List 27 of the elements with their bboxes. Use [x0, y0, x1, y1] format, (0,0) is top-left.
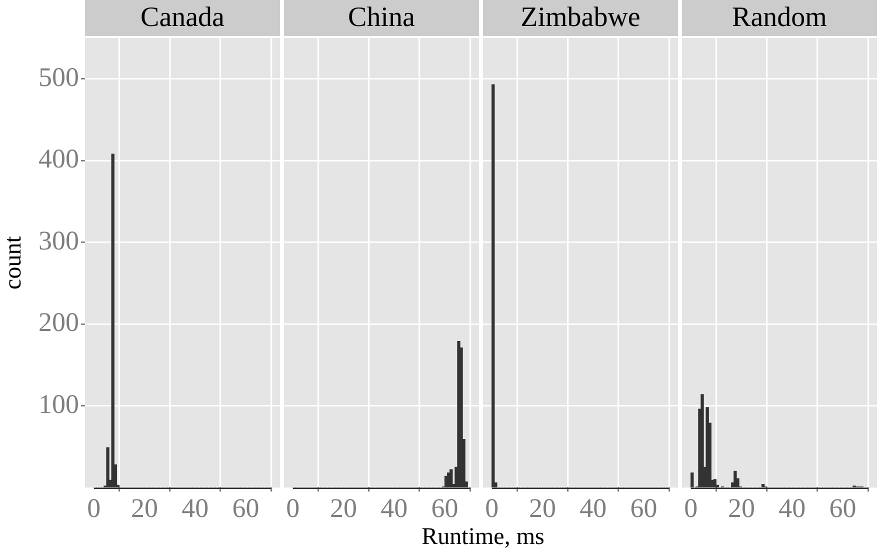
x-tick-label: 20 [131, 492, 158, 523]
x-tick-label: 0 [87, 492, 101, 523]
chart-title: Canada [85, 0, 280, 36]
x-tick-label: 40 [380, 492, 408, 523]
y-tick-label: 300 [38, 225, 79, 256]
x-tick-label: 20 [529, 492, 556, 523]
x-tick-label: 0 [684, 492, 698, 523]
y-tick-label: 500 [38, 62, 79, 92]
x-tick-label: 40 [182, 492, 209, 523]
chart-title: Random [682, 0, 877, 36]
y-axis-title: count [0, 236, 27, 290]
chart-title: Zimbabwe [483, 0, 678, 36]
y-tick-label: 100 [38, 388, 79, 419]
x-tick-label: 40 [778, 492, 806, 523]
x-tick-label: 20 [330, 492, 358, 523]
x-tick-label: 60 [829, 492, 856, 523]
x-tick-label: 60 [232, 492, 260, 523]
x-tick-label: 60 [431, 492, 458, 523]
y-tick-label: 200 [38, 307, 79, 338]
y-tick-label: 400 [38, 144, 79, 174]
x-tick-label: 60 [630, 492, 658, 523]
x-axis-title: Runtime, ms [420, 524, 546, 551]
x-tick-label: 0 [286, 492, 300, 523]
chart-title: China [284, 0, 479, 36]
x-tick-label: 0 [485, 492, 499, 523]
x-tick-label: 40 [580, 492, 607, 523]
x-tick-label: 20 [728, 492, 756, 523]
